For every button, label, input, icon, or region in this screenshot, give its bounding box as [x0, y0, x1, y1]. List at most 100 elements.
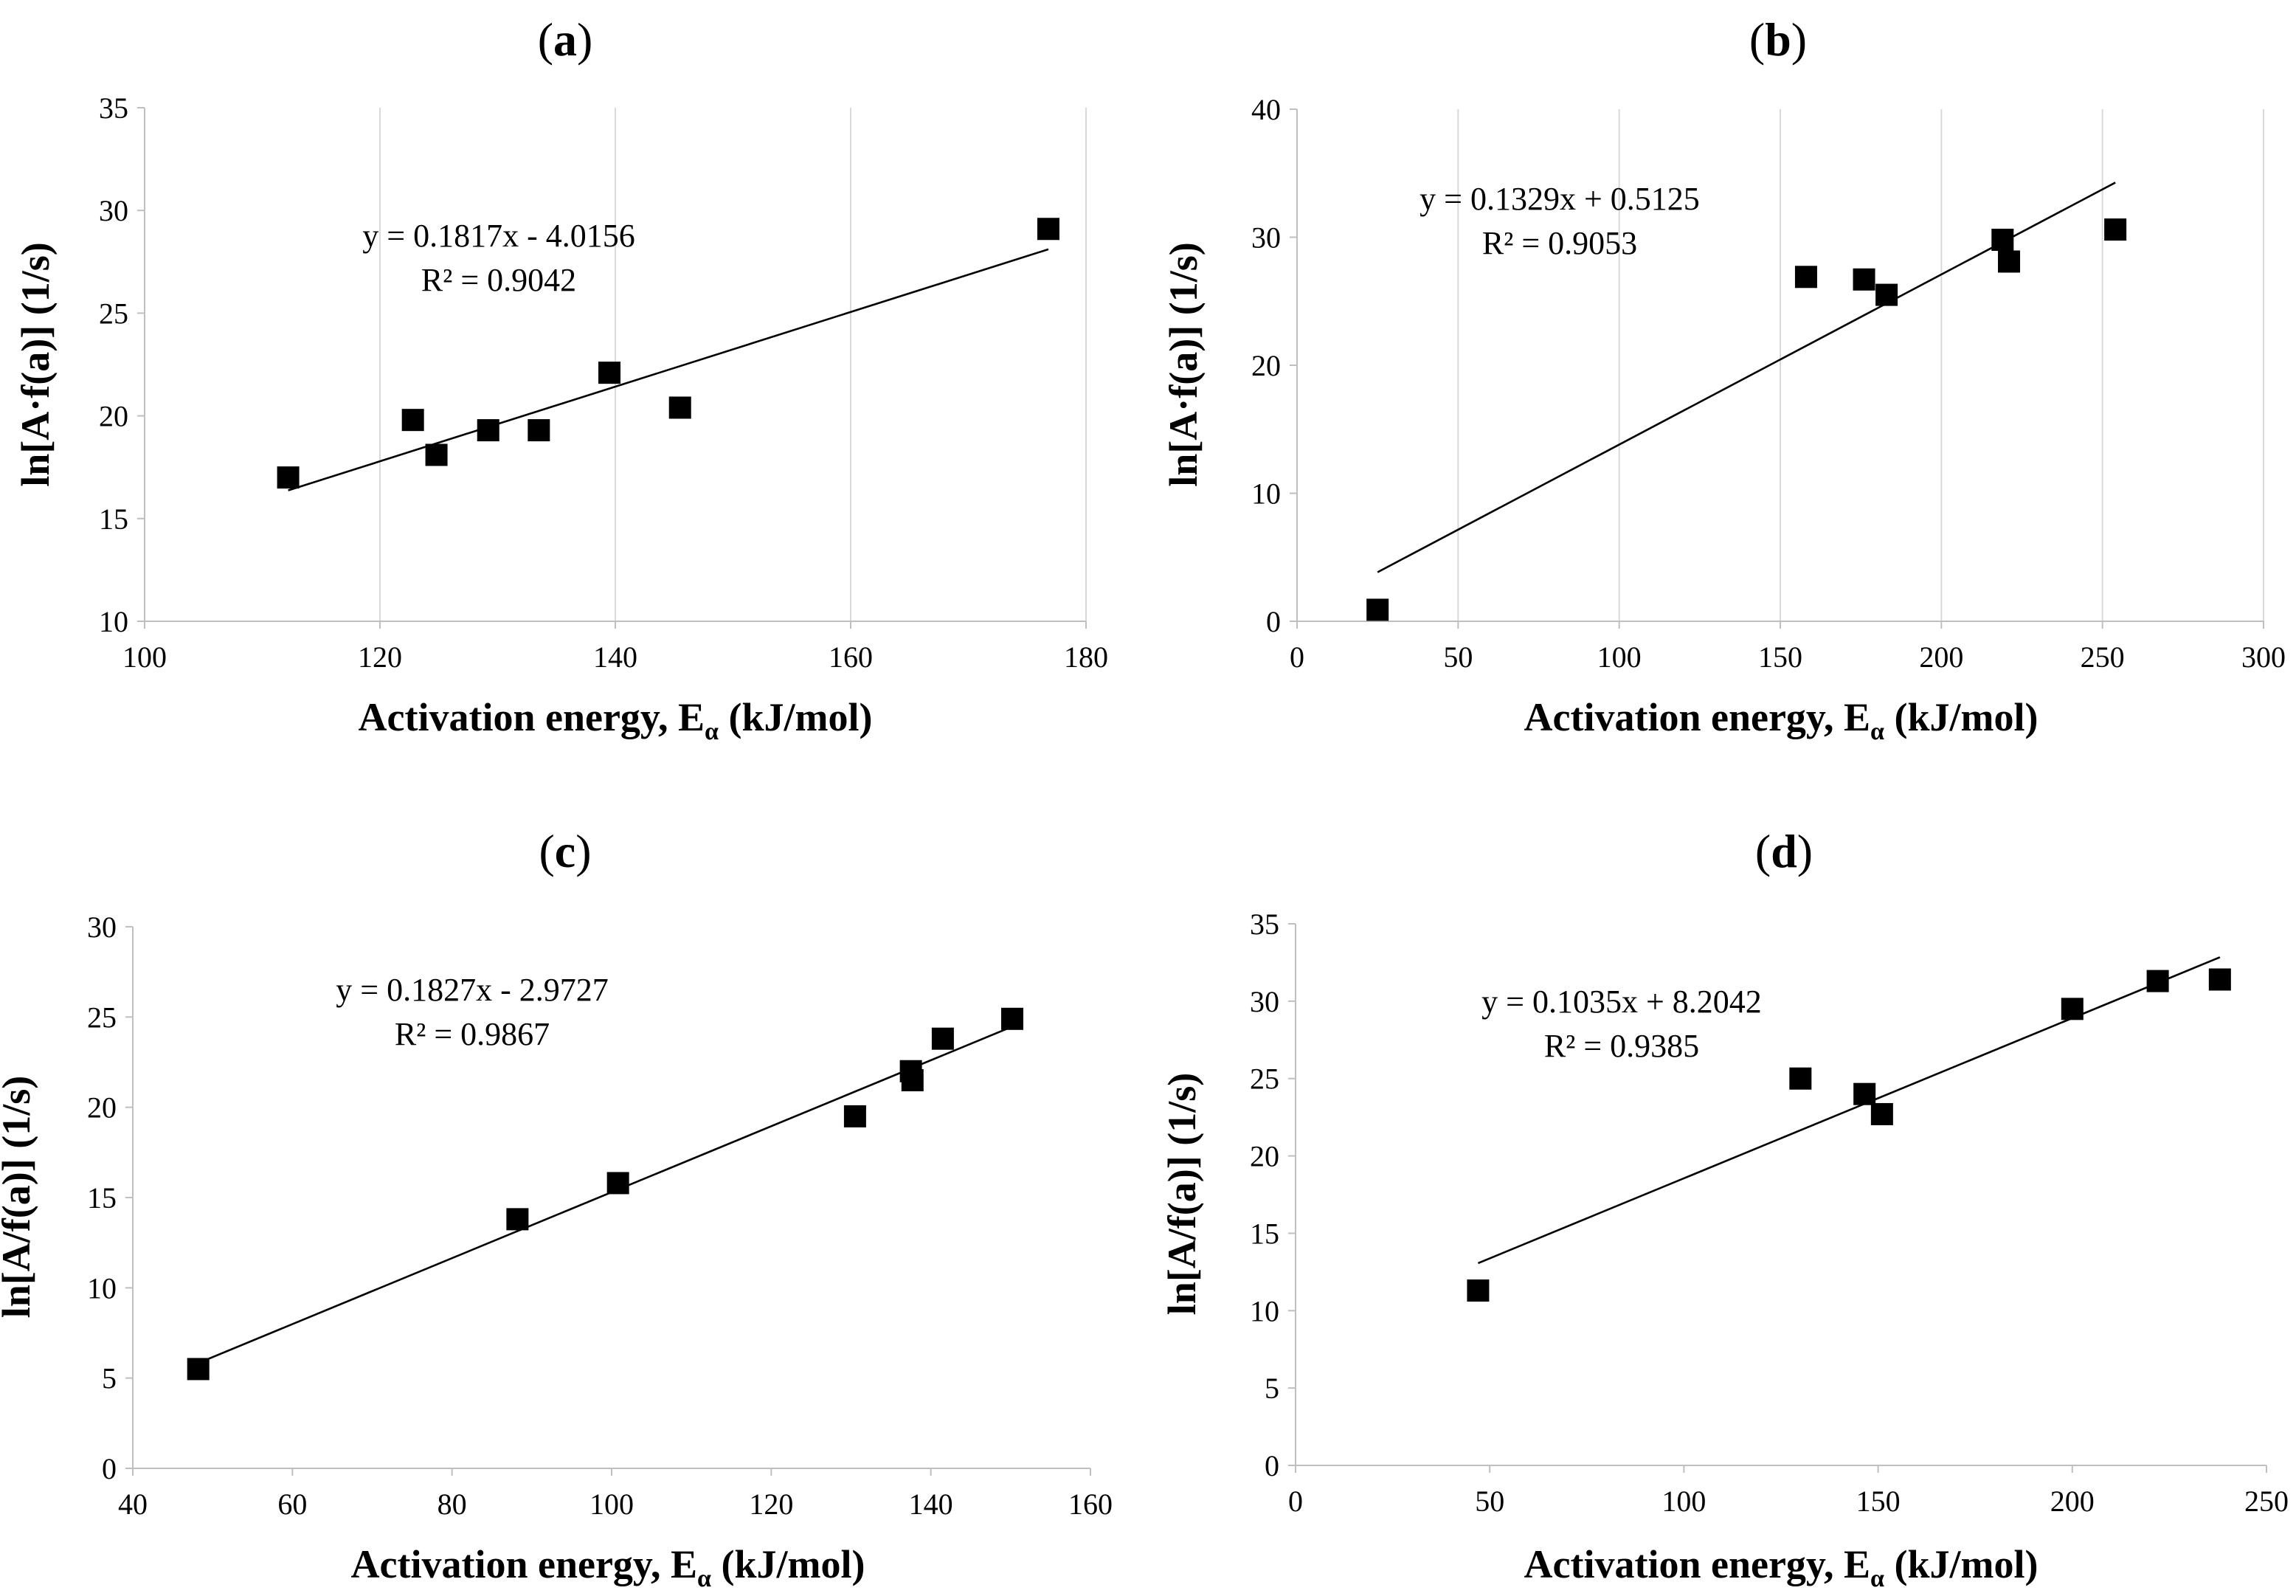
- trendline-equation: y = 0.1329x + 0.5125: [1420, 181, 1700, 217]
- chart-panel-c: (c) 40 60 80 100 120 140 160 0 5 10 15 20 25 30 Activat…: [0, 825, 1113, 1592]
- x-axis-title: Activation energy, Eα (kJ/mol): [1524, 1542, 2039, 1592]
- data-point: [1366, 598, 1389, 621]
- x-tick-label: 40: [118, 1488, 148, 1521]
- panel-label: (d): [1755, 825, 1813, 877]
- trendline: [198, 1026, 1013, 1364]
- data-point: [1467, 1279, 1490, 1302]
- x-tick-label: 50: [1443, 640, 1473, 674]
- x-tick-label: 60: [277, 1488, 307, 1521]
- data-point: [606, 1172, 629, 1195]
- x-tick-label: 200: [2050, 1485, 2095, 1518]
- data-point: [1853, 1082, 1876, 1105]
- panel-label: (b): [1749, 13, 1807, 66]
- trendline: [288, 248, 1049, 491]
- y-tick-label: 15: [1250, 1217, 1279, 1250]
- y-tick-label: 15: [87, 1181, 117, 1215]
- data-point: [1794, 266, 1817, 289]
- y-tick-label: 20: [99, 400, 128, 433]
- x-tick-label: 0: [1290, 640, 1304, 674]
- x-tick-label: 100: [1662, 1485, 1706, 1518]
- y-tick-label: 15: [99, 502, 128, 536]
- data-point: [1789, 1067, 1812, 1090]
- x-tick-label: 80: [438, 1488, 467, 1521]
- x-tick-label: 100: [589, 1488, 634, 1521]
- data-point: [187, 1358, 210, 1381]
- x-tick-label: 180: [1064, 640, 1108, 674]
- y-tick-label: 0: [102, 1452, 117, 1485]
- y-tick-label: 35: [1250, 908, 1279, 941]
- y-tick-label: 0: [1265, 1449, 1279, 1482]
- y-tick-label: 10: [1251, 477, 1281, 511]
- data-point: [1000, 1007, 1023, 1030]
- trendline-equation: y = 0.1035x + 8.2042: [1481, 984, 1762, 1020]
- data-point: [931, 1027, 954, 1050]
- x-tick-label: 0: [1288, 1485, 1303, 1518]
- data-point: [1870, 1102, 1893, 1125]
- y-tick-label: 0: [1266, 605, 1281, 638]
- y-axis-title: ln[A·f(a)] (1/s): [1161, 242, 1206, 486]
- x-tick-label: 120: [358, 640, 402, 674]
- x-tick-label: 120: [749, 1488, 793, 1521]
- data-point: [1998, 250, 2021, 273]
- chart-panel-b: (b) 0 50 100 150 200 250 300 0 10 20 30 40 Activation…: [1161, 13, 2286, 745]
- y-tick-label: 5: [1265, 1372, 1279, 1405]
- y-tick-label: 35: [99, 91, 128, 125]
- x-tick-label: 250: [2244, 1485, 2289, 1518]
- x-tick-label: 250: [2081, 640, 2125, 674]
- r-squared-label: R² = 0.9867: [395, 1016, 550, 1052]
- x-tick-label: 100: [122, 640, 167, 674]
- y-tick-label: 25: [87, 1001, 117, 1034]
- x-tick-label: 140: [909, 1488, 953, 1521]
- x-tick-label: 300: [2241, 640, 2286, 674]
- panel-label: (c): [539, 825, 591, 877]
- y-axis-title: ln[A·f(a)] (1/s): [13, 242, 58, 486]
- data-point: [277, 466, 300, 489]
- r-squared-label: R² = 0.9053: [1482, 225, 1637, 261]
- data-point: [843, 1105, 866, 1127]
- x-tick-label: 140: [593, 640, 637, 674]
- chart-panel-d: (d) 0 50 100 150 200 250 0 5 10 15 20 25 30 35 Activati…: [1160, 825, 2289, 1592]
- y-tick-label: 30: [99, 194, 128, 227]
- data-point: [401, 409, 424, 432]
- y-tick-label: 5: [102, 1362, 117, 1395]
- data-point: [1875, 283, 1898, 306]
- data-point: [901, 1068, 924, 1091]
- data-point: [528, 419, 550, 442]
- y-tick-label: 20: [87, 1091, 117, 1125]
- y-tick-label: 10: [1250, 1294, 1279, 1327]
- y-tick-label: 30: [1250, 985, 1279, 1018]
- x-axis-title: Activation energy, Eα (kJ/mol): [351, 1542, 865, 1592]
- chart-panel-a: (a) 100 120 140 160 180 10 15 20 25 30 35 Activation…: [13, 13, 1108, 745]
- x-tick-label: 100: [1597, 640, 1642, 674]
- data-point: [2061, 998, 2084, 1020]
- data-point: [2104, 218, 2127, 241]
- y-tick-label: 30: [87, 911, 117, 944]
- data-point: [1037, 218, 1059, 241]
- y-tick-label: 40: [1251, 93, 1281, 126]
- x-tick-label: 150: [1758, 640, 1802, 674]
- y-tick-label: 20: [1250, 1140, 1279, 1173]
- x-tick-label: 50: [1475, 1485, 1504, 1518]
- r-squared-label: R² = 0.9385: [1544, 1028, 1699, 1064]
- data-point: [1853, 268, 1875, 291]
- trendline-equation: y = 0.1817x - 4.0156: [362, 218, 634, 254]
- data-point: [2146, 970, 2169, 992]
- panel-label: (a): [538, 13, 593, 66]
- y-tick-label: 25: [99, 297, 128, 330]
- trendline: [1477, 956, 2221, 1265]
- x-tick-label: 150: [1856, 1485, 1901, 1518]
- trendline-equation: y = 0.1827x - 2.9727: [336, 972, 608, 1008]
- y-tick-label: 10: [99, 605, 128, 638]
- y-tick-label: 25: [1250, 1063, 1279, 1096]
- data-point: [2208, 968, 2231, 991]
- y-tick-label: 20: [1251, 349, 1281, 382]
- y-axis-title: ln[A/f(a)] (1/s): [1160, 1073, 1204, 1315]
- data-point: [477, 419, 499, 442]
- x-tick-label: 160: [1068, 1488, 1113, 1521]
- data-point: [1991, 228, 2014, 251]
- r-squared-label: R² = 0.9042: [421, 262, 576, 298]
- x-tick-label: 160: [829, 640, 873, 674]
- x-axis-title: Activation energy, Eα (kJ/mol): [1524, 695, 2039, 745]
- x-axis-title: Activation energy, Eα (kJ/mol): [359, 695, 873, 745]
